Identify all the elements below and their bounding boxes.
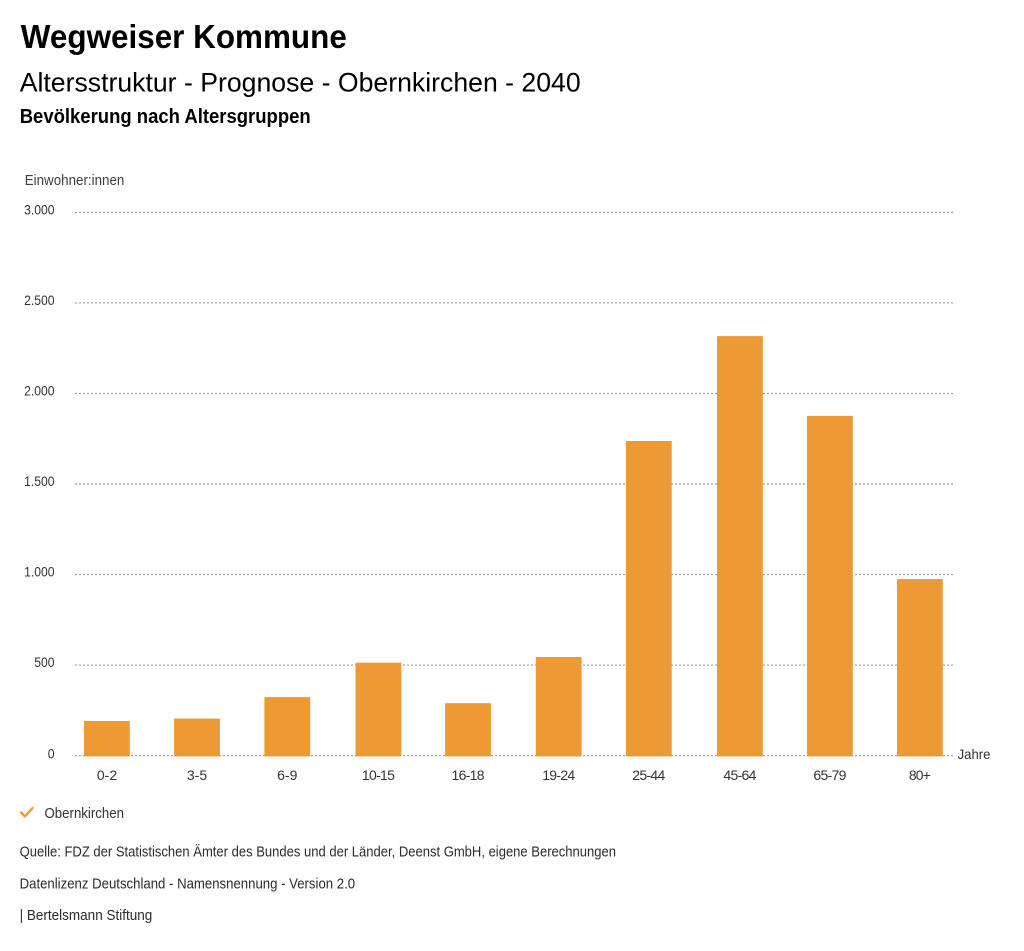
svg-text:3-5: 3-5 [187, 767, 207, 783]
svg-text:65-79: 65-79 [813, 767, 846, 783]
svg-text:1.000: 1.000 [24, 564, 55, 580]
svg-text:25-44: 25-44 [632, 767, 665, 783]
svg-text:500: 500 [34, 654, 54, 670]
svg-text:2.000: 2.000 [24, 382, 55, 398]
svg-text:45-64: 45-64 [723, 767, 756, 783]
svg-text:0-2: 0-2 [97, 767, 117, 783]
svg-text:80+: 80+ [909, 767, 931, 783]
svg-text:Wegweiser Kommune: Wegweiser Kommune [21, 18, 347, 55]
svg-text:Quelle: FDZ der Statistischen: Quelle: FDZ der Statistischen Ämter des … [20, 843, 616, 860]
svg-text:Altersstruktur - Prognose - Ob: Altersstruktur - Prognose - Obernkirchen… [20, 68, 581, 98]
svg-text:Obernkirchen: Obernkirchen [45, 806, 125, 822]
svg-text:Einwohner:innen: Einwohner:innen [25, 173, 125, 189]
svg-text:3.000: 3.000 [24, 201, 55, 217]
svg-text:10-15: 10-15 [362, 767, 395, 783]
svg-text:1.500: 1.500 [24, 473, 55, 489]
svg-text:Datenlizenz Deutschland - Name: Datenlizenz Deutschland - Namensnennung … [20, 876, 356, 893]
svg-text:16-18: 16-18 [452, 767, 485, 783]
svg-text:Jahre: Jahre [958, 746, 991, 762]
svg-text:19-24: 19-24 [542, 767, 575, 783]
svg-text:0: 0 [48, 746, 55, 762]
svg-text:6-9: 6-9 [277, 767, 297, 783]
svg-text:2.500: 2.500 [24, 292, 55, 308]
svg-text:| Bertelsmann Stiftung: | Bertelsmann Stiftung [20, 907, 153, 924]
svg-text:Bevölkerung nach Altersgruppen: Bevölkerung nach Altersgruppen [20, 106, 311, 128]
